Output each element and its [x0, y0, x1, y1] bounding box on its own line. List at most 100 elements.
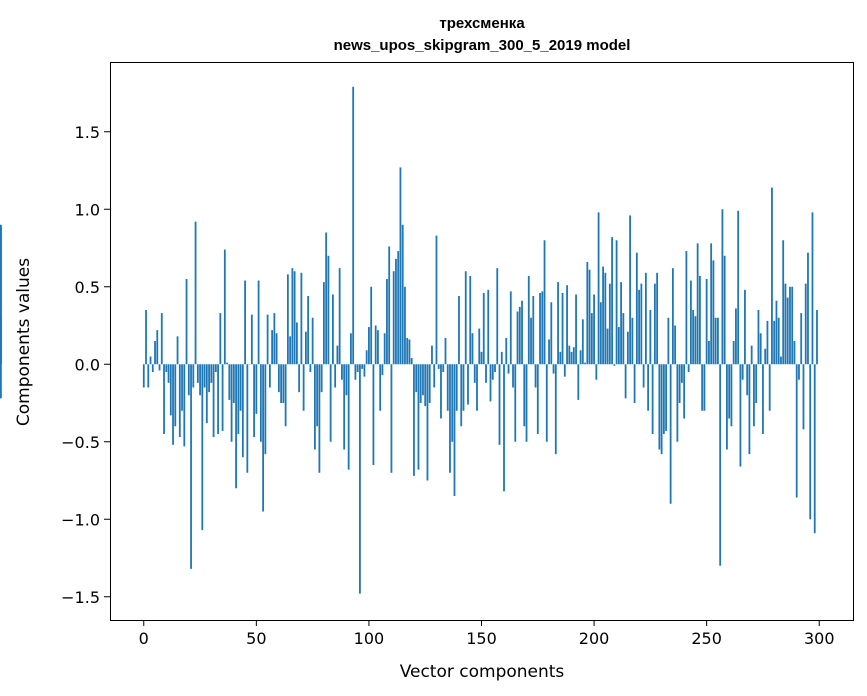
bar-19 [185, 279, 188, 365]
bar-245 [694, 316, 697, 365]
bar-246 [696, 243, 699, 365]
bar-134 [444, 337, 447, 365]
bar-undefined [0, 224, 2, 365]
bar-23 [194, 221, 197, 365]
bar-124 [422, 364, 424, 396]
bar-101 [370, 286, 373, 365]
bar-163 [509, 291, 512, 365]
bar-174 [534, 364, 537, 388]
bar-216 [629, 215, 631, 365]
bar-289 [793, 341, 796, 365]
bar-153 [487, 289, 490, 365]
y-axis-label: Components values [14, 258, 34, 426]
bar-26 [201, 364, 204, 531]
bar-275 [762, 364, 764, 434]
bar-167 [518, 306, 521, 365]
bar-129 [433, 364, 436, 388]
bar-2 [147, 364, 150, 388]
bar-219 [635, 252, 638, 365]
bar-172 [530, 317, 532, 365]
bar-208 [611, 237, 613, 365]
bar-299 [816, 310, 818, 365]
bar-191 [572, 347, 575, 365]
y-axis-ticks: −1.5 −1.0 −0.5 0.0 0.5 1.0 1.5 [61, 123, 110, 607]
bar-41 [235, 364, 237, 489]
bar-31 [212, 364, 215, 438]
bar-115 [401, 224, 404, 365]
bar-251 [708, 341, 710, 365]
bar-77 [316, 364, 319, 427]
bar-269 [748, 364, 751, 455]
bar-201 [595, 364, 598, 380]
bar-91 [347, 364, 350, 470]
bar-69 [298, 364, 301, 393]
bar-119 [410, 358, 413, 365]
bar-108 [386, 279, 388, 365]
bar-280 [773, 320, 776, 365]
bar-84 [332, 294, 334, 365]
bar-80 [322, 282, 325, 365]
bar-0 [142, 364, 145, 388]
bar-17 [181, 364, 183, 411]
bar-176 [539, 292, 541, 365]
plot-frame [110, 62, 854, 621]
bar-194 [579, 350, 582, 365]
bar-243 [689, 280, 692, 365]
bar-155 [491, 364, 494, 380]
bar-185 [559, 351, 562, 365]
x-tick-label-300: 300 [804, 629, 835, 648]
bar-256 [719, 364, 722, 566]
bar-211 [617, 327, 620, 365]
bar-4 [151, 364, 154, 372]
bar-100 [368, 327, 370, 365]
bar-273 [757, 310, 760, 365]
bar-202 [597, 212, 600, 365]
bar-29 [208, 364, 210, 393]
bar-221 [640, 283, 643, 365]
bar-235 [671, 268, 674, 365]
bar-292 [800, 313, 803, 365]
bar-114 [399, 167, 402, 365]
bar-166 [516, 311, 519, 365]
bar-67 [293, 271, 296, 365]
bar-88 [341, 364, 343, 380]
y-tick-label-0.5: 0.5 [75, 278, 100, 297]
bar-undefined [0, 364, 2, 399]
bar-147 [473, 364, 476, 383]
bar-236 [674, 325, 677, 365]
bar-48 [250, 314, 253, 365]
bar-228 [656, 272, 659, 365]
bar-102 [372, 364, 375, 465]
bar-130 [435, 235, 438, 365]
bar-287 [789, 286, 791, 365]
bar-242 [687, 364, 690, 372]
bar-24 [196, 364, 199, 383]
bar-270 [750, 345, 753, 365]
bar-123 [419, 364, 422, 403]
bar-276 [764, 348, 767, 365]
bar-164 [512, 364, 514, 388]
bar-279 [771, 187, 773, 365]
bar-49 [253, 364, 255, 438]
bar-104 [377, 330, 379, 365]
bar-156 [494, 364, 496, 372]
bar-28 [205, 364, 208, 424]
bar-184 [557, 282, 559, 365]
bar-267 [744, 289, 746, 365]
bar-30 [210, 364, 213, 383]
bar-165 [514, 364, 517, 442]
bar-141 [460, 364, 463, 427]
bar-223 [644, 272, 647, 365]
bar-237 [676, 364, 679, 442]
bar-74 [309, 364, 312, 372]
bar-152 [485, 364, 487, 383]
bar-180 [548, 339, 550, 365]
bar-66 [291, 268, 294, 365]
bar-285 [784, 283, 787, 365]
bar-217 [631, 317, 634, 365]
bar-94 [354, 364, 357, 380]
y-tick-label--1.5: −1.5 [61, 588, 100, 607]
bar-11 [167, 364, 170, 383]
bar-15 [176, 336, 179, 365]
bar-82 [327, 255, 330, 365]
